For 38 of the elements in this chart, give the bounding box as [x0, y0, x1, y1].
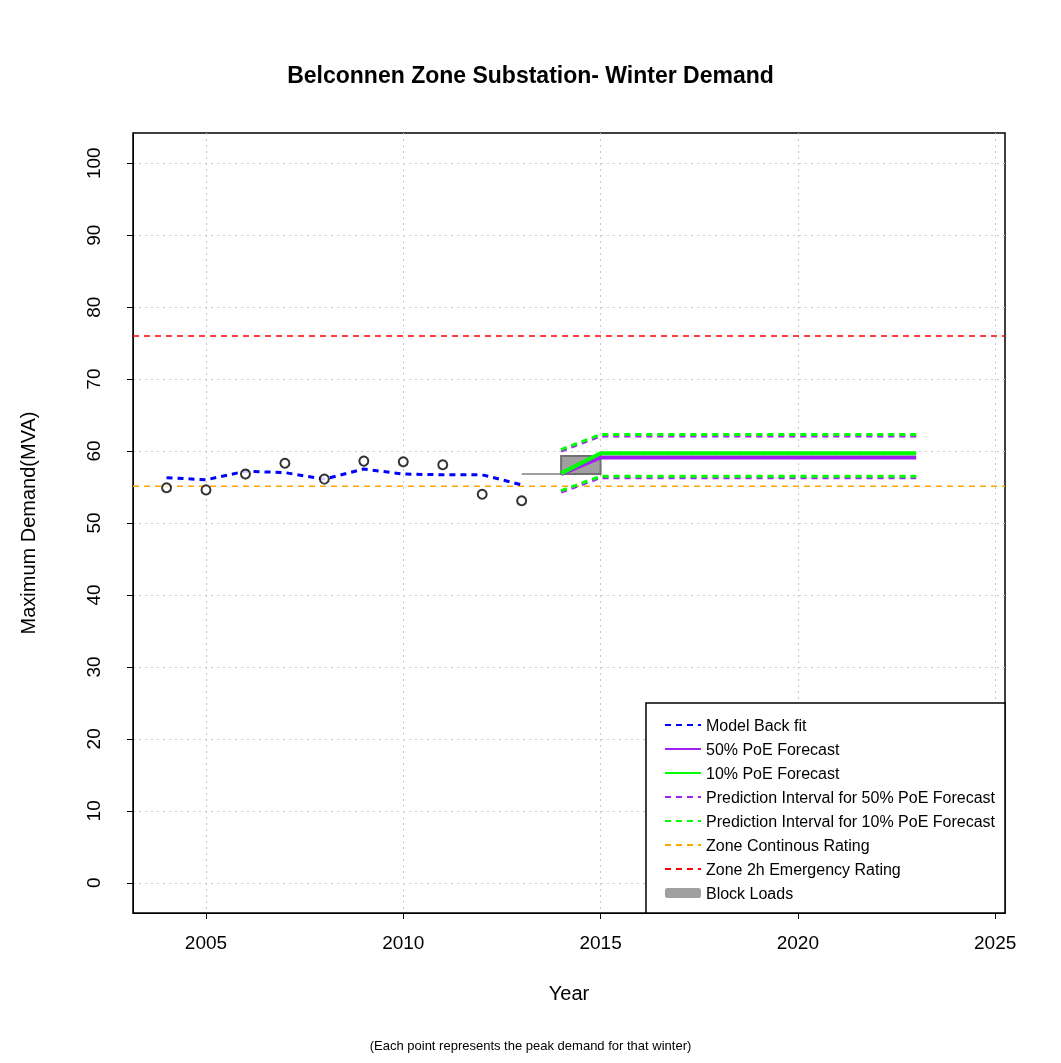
y-tick-label: 0 [83, 877, 104, 889]
y-tick-label: 90 [83, 224, 104, 246]
point [397, 456, 409, 468]
y-tick-label: 70 [83, 368, 104, 390]
x-axis-title: Year [548, 982, 590, 1004]
point [239, 468, 251, 480]
point [476, 488, 488, 500]
y-tick-label: 20 [83, 728, 104, 750]
chart-title: Belconnen Zone Substation- Winter Demand [287, 61, 774, 88]
legend-label: Model Back fit [705, 716, 808, 734]
text: (Each point represents the peak demand for that winter) [369, 1038, 692, 1053]
point [318, 473, 330, 485]
y-tick-label: 50 [83, 512, 104, 534]
point [279, 457, 291, 469]
legend-label: 10% PoE Forecast [705, 764, 840, 782]
legend-label: Zone Continous Rating [705, 836, 870, 854]
x-tick-label: 2015 [579, 932, 622, 953]
y-tick-label: 100 [83, 147, 104, 180]
point [516, 495, 528, 507]
legend-label: 50% PoE Forecast [705, 740, 840, 758]
legend-label: Zone 2h Emergency Rating [705, 860, 901, 878]
y-axis-title: Maximum Demand(MVA) [17, 411, 39, 635]
x-tick-label: 2010 [382, 932, 425, 953]
y-tick-label: 40 [83, 584, 104, 606]
y-tick-label: 60 [83, 440, 104, 462]
y-tick-label: 30 [83, 656, 104, 678]
point [358, 455, 370, 467]
point [437, 459, 449, 471]
x-tick-label: 2025 [974, 932, 1017, 953]
x-tick-label: 2005 [184, 932, 228, 953]
legend-label: Prediction Interval for 10% PoE Forecast [705, 812, 996, 830]
point [200, 484, 212, 496]
point [161, 482, 173, 494]
y-tick-label: 10 [83, 800, 104, 822]
legend-label: Prediction Interval for 50% PoE Forecast [705, 788, 996, 806]
legend-label: Block Loads [705, 884, 794, 902]
x-tick-label: 2020 [776, 932, 819, 953]
y-tick-label: 80 [83, 296, 104, 318]
